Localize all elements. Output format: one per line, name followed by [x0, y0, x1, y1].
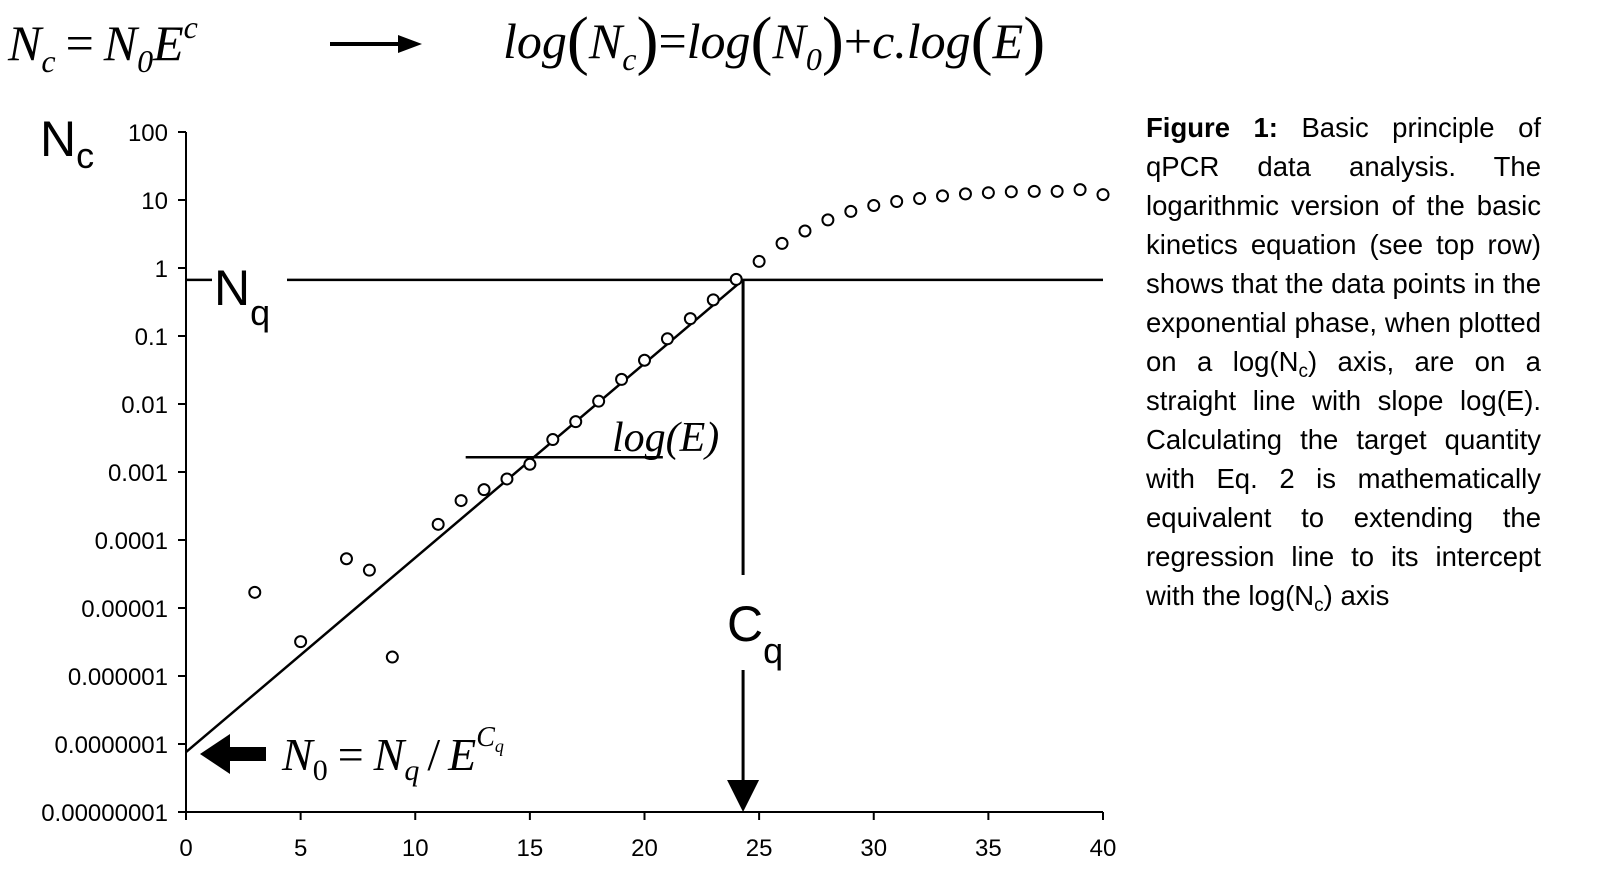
- x-tick-label: 10: [402, 835, 429, 862]
- data-point: [638, 353, 651, 367]
- data-point: [844, 204, 858, 218]
- x-tick-label: 25: [746, 835, 773, 862]
- data-point: [958, 187, 972, 201]
- data-point: [729, 272, 743, 286]
- axes: [185, 132, 1103, 813]
- caption-text-3: ) axis: [1323, 580, 1390, 611]
- caption-text-2: ) axis, are on a straight line with slop…: [1146, 346, 1541, 611]
- data-point: [1073, 183, 1087, 197]
- cq-label: Cq: [727, 596, 783, 671]
- svg-text:log(Nc)=log(N0)+c.log(E): log(Nc)=log(N0)+c.log(E): [503, 4, 1045, 77]
- n0-formula: N0 = Nq / ECq: [281, 722, 504, 787]
- x-tick-label: 35: [975, 835, 1002, 862]
- y-tick-label: 0.0000001: [55, 732, 168, 759]
- data-point: [1050, 184, 1064, 198]
- down-arrow-icon: [727, 780, 760, 812]
- y-tick-label: 0.00001: [81, 596, 168, 623]
- svg-text:Cq: Cq: [727, 596, 783, 671]
- data-point: [660, 332, 674, 346]
- log-form-equation: log(Nc)=log(N0)+c.log(E): [503, 4, 1045, 77]
- y-tick-label: 0.01: [121, 392, 168, 419]
- regression-line-group: [185, 278, 744, 754]
- right-arrow-icon: [330, 35, 422, 53]
- y-tick-label: 0.001: [108, 460, 168, 487]
- data-point: [546, 433, 560, 447]
- slope-label: log(E): [612, 415, 719, 461]
- left-arrow-icon: [200, 734, 266, 774]
- y-tick-label: 1: [155, 256, 168, 283]
- threshold-label: Nq: [214, 260, 270, 333]
- caption-text-1: Basic principle of qPCR data analysis. T…: [1146, 112, 1542, 377]
- data-point: [821, 213, 835, 227]
- data-point: [798, 224, 812, 238]
- data-point: [1027, 184, 1041, 198]
- data-point: [362, 563, 376, 577]
- data-point: [500, 472, 514, 486]
- basic-kinetics-equation: Nc = N0Ec: [7, 9, 198, 79]
- x-tick-label: 5: [294, 835, 307, 862]
- data-point: [913, 192, 927, 206]
- data-point: [890, 195, 904, 209]
- data-point: [936, 189, 950, 203]
- data-point: [385, 650, 399, 664]
- data-point: [775, 236, 789, 250]
- caption-sub-2: c: [1314, 595, 1324, 616]
- svg-text:N0=Nq/ECq: N0 = Nq / ECq: [281, 722, 504, 787]
- svg-text:Nc=N0Ec: Nc = N0Ec: [7, 9, 198, 79]
- y-tick-label: 0.00000001: [41, 800, 168, 827]
- data-point: [981, 186, 995, 200]
- caption-sub-1: c: [1298, 361, 1308, 382]
- x-tick-label: 40: [1090, 835, 1117, 862]
- y-tick-label: 0.000001: [68, 664, 168, 691]
- x-axis-ticks: 0 5 10 15 20 25 30 35 40: [179, 812, 1116, 862]
- data-point: [592, 394, 606, 408]
- x-tick-label: 30: [860, 835, 887, 862]
- figure-label: Figure 1:: [1146, 112, 1278, 143]
- figure-caption: Figure 1: Basic principle of qPCR data a…: [1146, 108, 1541, 615]
- svg-text:Nc: Nc: [40, 111, 94, 176]
- data-point: [294, 635, 308, 649]
- data-point: [339, 552, 353, 566]
- y-tick-label: 0.1: [135, 324, 168, 351]
- data-point: [569, 415, 583, 429]
- data-point: [248, 585, 262, 599]
- y-tick-label: 100: [128, 120, 168, 147]
- y-axis-label: Nc: [40, 111, 94, 176]
- data-point: [867, 199, 881, 213]
- data-point: [477, 483, 491, 497]
- x-tick-label: 20: [631, 835, 658, 862]
- data-point: [431, 517, 445, 531]
- data-point: [706, 293, 720, 307]
- data-point: [1004, 185, 1018, 199]
- data-point: [615, 372, 629, 386]
- data-point: [454, 494, 468, 508]
- data-points: [248, 183, 1110, 664]
- y-tick-label: 10: [141, 188, 168, 215]
- data-point: [523, 457, 537, 471]
- y-axis-ticks: 0.00000001 0.0000001 0.000001 0.00001 0.0001…: [41, 120, 186, 827]
- regression-line: [185, 278, 744, 754]
- svg-text:Nq: Nq: [214, 260, 270, 333]
- cq-line-group: [727, 279, 760, 812]
- data-point: [752, 254, 766, 268]
- y-tick-label: 0.0001: [95, 528, 168, 555]
- x-tick-label: 0: [179, 835, 192, 862]
- data-point: [1096, 188, 1110, 202]
- data-point: [683, 312, 697, 326]
- svg-text:log(E): log(E): [612, 415, 719, 461]
- x-tick-label: 15: [517, 835, 544, 862]
